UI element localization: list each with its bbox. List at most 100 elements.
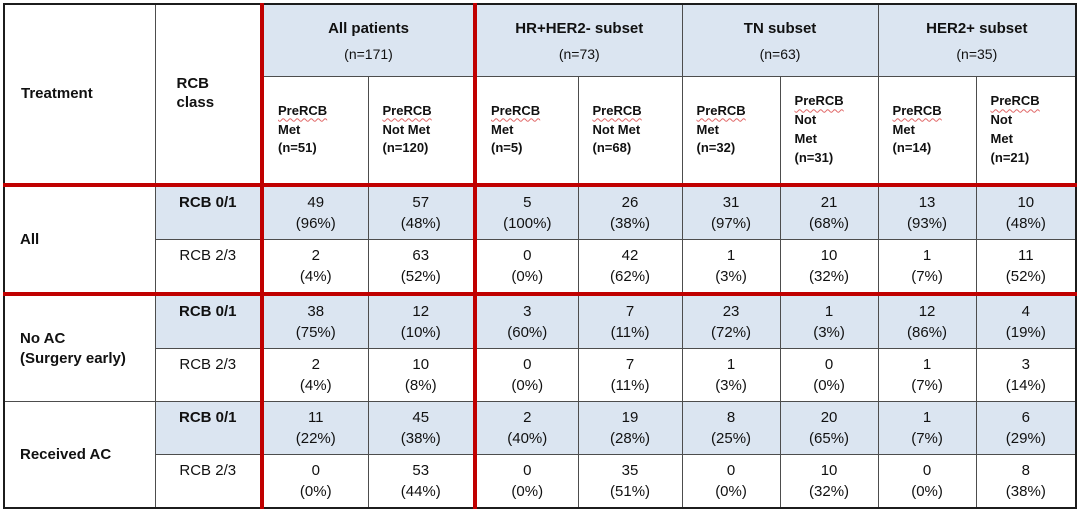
data-cell: 0 (0%): [473, 454, 579, 509]
data-cell: 0 (0%): [473, 348, 579, 402]
header-group-row: Treatment RCB class All patients (n=171)…: [3, 3, 1077, 186]
table-row-noac-rcb23: RCB 2/3 2 (4%) 10 (8%) 0 (0%) 7 (11%) 1 (3%) …: [4, 348, 1077, 402]
subheader-tn-notmet: PreRCB Not Met (n=31): [779, 76, 879, 186]
data-cell: 0 (0%): [877, 454, 977, 509]
rcb-class-header-cell: RCB class: [154, 3, 263, 186]
prercb-label: PreRCB: [696, 102, 746, 118]
data-cell: 0 (0%): [779, 348, 879, 402]
rcb-class-cell: RCB 0/1: [154, 292, 263, 349]
data-cell: 42 (62%): [577, 239, 683, 295]
treatment-header-cell: Treatment: [3, 3, 156, 186]
data-cell: 2 (4%): [260, 348, 369, 402]
rcb-class-cell: RCB 0/1: [154, 183, 263, 240]
data-cell: 26 (38%): [577, 183, 683, 240]
group-header-tn: TN subset (n=63): [681, 3, 879, 77]
data-cell: 31 (97%): [681, 183, 781, 240]
data-cell: 8 (38%): [975, 454, 1077, 509]
data-cell: 1 (7%): [877, 401, 977, 455]
data-cell: 7 (11%): [577, 348, 683, 402]
data-cell: 20 (65%): [779, 401, 879, 455]
header-sub-row: PreRCB Met (n=51) PreRCB Not Met (n=120) P…: [4, 76, 1077, 186]
treatment-cell-received-ac: Received AC: [3, 401, 156, 509]
subheader-all-met: PreRCB Met (n=51): [260, 76, 369, 186]
data-cell: 38 (75%): [260, 292, 369, 349]
prercb-label: PreRCB: [794, 93, 844, 109]
subheader-hr-met: PreRCB Met (n=5): [473, 76, 579, 186]
data-cell: 21 (68%): [779, 183, 879, 240]
data-cell: 8 (25%): [681, 401, 781, 455]
data-cell: 23 (72%): [681, 292, 781, 349]
prercb-label: PreRCB: [592, 102, 642, 118]
subheader-rest: Not Met (n=31): [794, 112, 834, 165]
data-cell: 3 (14%): [975, 348, 1077, 402]
subheader-rest: Met (n=14): [892, 121, 932, 156]
data-cell: 57 (48%): [367, 183, 476, 240]
data-cell: 35 (51%): [577, 454, 683, 509]
data-cell: 10 (48%): [975, 183, 1077, 240]
data-cell: 10 (32%): [779, 239, 879, 295]
page: Treatment RCB class All patients (n=171)…: [3, 3, 1078, 509]
data-cell: 2 (4%): [260, 239, 369, 295]
subheader-rest: Not Met (n=21): [990, 112, 1030, 165]
group-label: HR+HER2- subset: [515, 19, 644, 37]
data-cell: 19 (28%): [577, 401, 683, 455]
rcb-class-header-label: RCB class: [176, 75, 215, 111]
subheader-rest: Met (n=32): [696, 121, 736, 156]
subheader-rest: Met (n=51): [278, 121, 317, 156]
data-cell: 5 (100%): [473, 183, 579, 240]
data-cell: 10 (8%): [367, 348, 476, 402]
group-header-all-patients: All patients (n=171): [259, 3, 476, 77]
data-cell: 10 (32%): [779, 454, 879, 509]
group-label: All patients: [328, 19, 409, 37]
table-row-noac-rcb01: No AC (Surgery early) RCB 0/1 38 (75%) 12…: [3, 292, 1077, 402]
data-cell: 1 (7%): [877, 239, 977, 295]
data-cell: 11 (22%): [260, 401, 369, 455]
treatment-cell-all: All: [3, 183, 156, 295]
prercb-label: PreRCB: [892, 102, 942, 118]
group-header-hr-her2neg: HR+HER2- subset (n=73): [473, 3, 683, 77]
subheader-her2-met: PreRCB Met (n=14): [877, 76, 977, 186]
group-n: (n=171): [344, 45, 393, 62]
data-cell: 1 (7%): [877, 348, 977, 402]
group-label: HER2+ subset: [926, 19, 1028, 37]
table-row-recac-rcb23: RCB 2/3 0 (0%) 53 (44%) 0 (0%) 35 (51%) 0 (0%…: [4, 454, 1077, 509]
table-row-recac-rcb01: Received AC RCB 0/1 11 (22%) 45 (38%) 2 (40…: [3, 401, 1077, 509]
treatment-cell-no-ac: No AC (Surgery early): [3, 292, 156, 402]
data-cell: 1 (3%): [779, 292, 879, 349]
prercb-label: PreRCB: [382, 102, 432, 118]
subheader-rest: Met (n=5): [491, 121, 523, 156]
data-cell: 53 (44%): [367, 454, 476, 509]
group-n: (n=63): [759, 45, 801, 62]
prercb-label: PreRCB: [990, 93, 1040, 109]
rcb-class-cell: RCB 2/3: [154, 239, 263, 295]
data-cell: 6 (29%): [975, 401, 1077, 455]
treatment-header-label: Treatment: [21, 84, 93, 102]
prercb-label: PreRCB: [491, 102, 541, 118]
data-cell: 63 (52%): [367, 239, 476, 295]
rcb-class-cell: RCB 2/3: [154, 454, 263, 509]
data-cell: 0 (0%): [473, 239, 579, 295]
data-cell: 12 (86%): [877, 292, 977, 349]
table-row-all-rcb23: RCB 2/3 2 (4%) 63 (52%) 0 (0%) 42 (62%) 1 (3%…: [4, 239, 1077, 295]
subheader-tn-met: PreRCB Met (n=32): [681, 76, 781, 186]
rcb-class-cell: RCB 0/1: [154, 401, 263, 455]
subheader-rest: Not Met (n=120): [382, 121, 431, 156]
prercb-label: PreRCB: [278, 102, 328, 118]
data-cell: 13 (93%): [877, 183, 977, 240]
subheader-all-notmet: PreRCB Not Met (n=120): [367, 76, 476, 186]
data-cell: 0 (0%): [681, 454, 781, 509]
rcb-results-table: Treatment RCB class All patients (n=171)…: [3, 3, 1078, 509]
data-cell: 1 (3%): [681, 239, 781, 295]
data-cell: 1 (3%): [681, 348, 781, 402]
group-header-her2pos: HER2+ subset (n=35): [877, 3, 1077, 77]
data-cell: 11 (52%): [975, 239, 1077, 295]
subheader-her2-notmet: PreRCB Not Met (n=21): [975, 76, 1077, 186]
data-cell: 49 (96%): [260, 183, 369, 240]
data-cell: 4 (19%): [975, 292, 1077, 349]
data-cell: 7 (11%): [577, 292, 683, 349]
data-cell: 0 (0%): [260, 454, 369, 509]
data-cell: 3 (60%): [473, 292, 579, 349]
rcb-class-cell: RCB 2/3: [154, 348, 263, 402]
data-cell: 12 (10%): [367, 292, 476, 349]
data-cell: 2 (40%): [473, 401, 579, 455]
